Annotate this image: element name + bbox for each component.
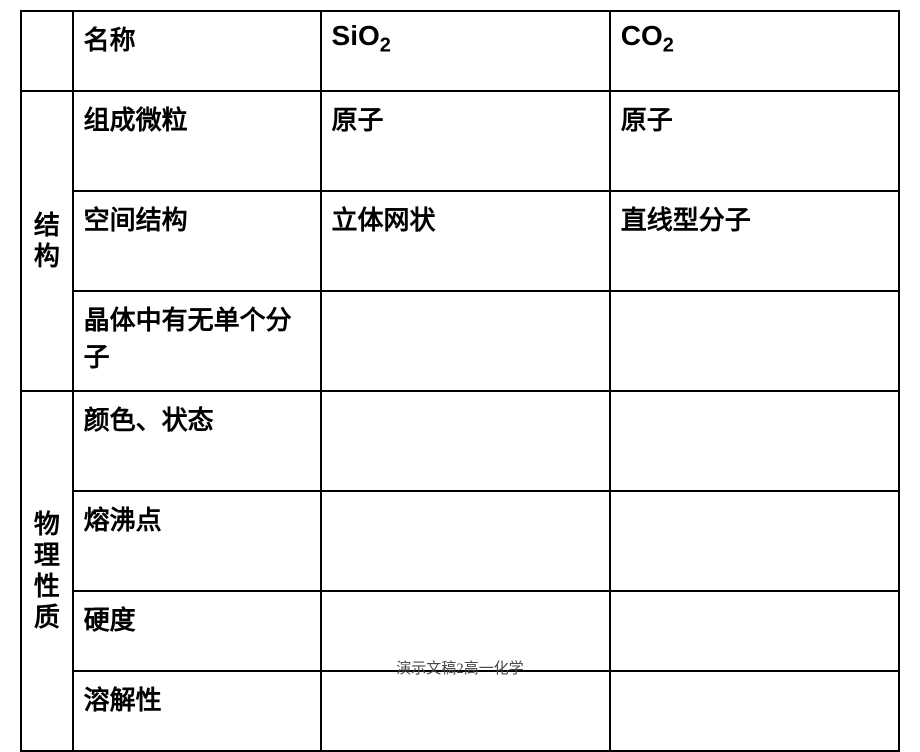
sio2-formula-sub: 2	[380, 35, 391, 57]
table-row: 溶解性	[21, 671, 899, 751]
table-row: 晶体中有无单个分子	[21, 291, 899, 391]
table-header-row: 名称 SiO2 CO2	[21, 11, 899, 91]
co2-formula-prefix: CO	[621, 20, 663, 51]
sio2-cell	[321, 491, 610, 591]
sio2-cell	[321, 391, 610, 491]
co2-cell: 直线型分子	[610, 191, 899, 291]
category-physical: 物理性质	[21, 391, 73, 751]
header-name: 名称	[73, 11, 321, 91]
header-co2: CO2	[610, 11, 899, 91]
category-structure: 结构	[21, 91, 73, 391]
table-row: 熔沸点	[21, 491, 899, 591]
prop-cell: 溶解性	[73, 671, 321, 751]
co2-cell: 原子	[610, 91, 899, 191]
prop-cell: 组成微粒	[73, 91, 321, 191]
table-row: 物理性质 颜色、状态	[21, 391, 899, 491]
header-sio2: SiO2	[321, 11, 610, 91]
comparison-table: 名称 SiO2 CO2 结构 组成微粒 原子 原子 空间结构 立体网状 直线型分…	[20, 10, 900, 752]
co2-formula-sub: 2	[663, 35, 674, 57]
header-blank	[21, 11, 73, 91]
table-row: 结构 组成微粒 原子 原子	[21, 91, 899, 191]
sio2-formula-prefix: SiO	[332, 20, 380, 51]
co2-cell	[610, 391, 899, 491]
slide-footer: 演示文稿2高一化学	[0, 657, 920, 678]
sio2-cell: 立体网状	[321, 191, 610, 291]
sio2-cell: 原子	[321, 91, 610, 191]
sio2-cell	[321, 291, 610, 391]
table-row: 空间结构 立体网状 直线型分子	[21, 191, 899, 291]
sio2-cell	[321, 671, 610, 751]
co2-cell	[610, 491, 899, 591]
prop-cell: 熔沸点	[73, 491, 321, 591]
co2-cell	[610, 291, 899, 391]
prop-cell: 颜色、状态	[73, 391, 321, 491]
co2-cell	[610, 671, 899, 751]
prop-cell: 空间结构	[73, 191, 321, 291]
prop-cell: 晶体中有无单个分子	[73, 291, 321, 391]
